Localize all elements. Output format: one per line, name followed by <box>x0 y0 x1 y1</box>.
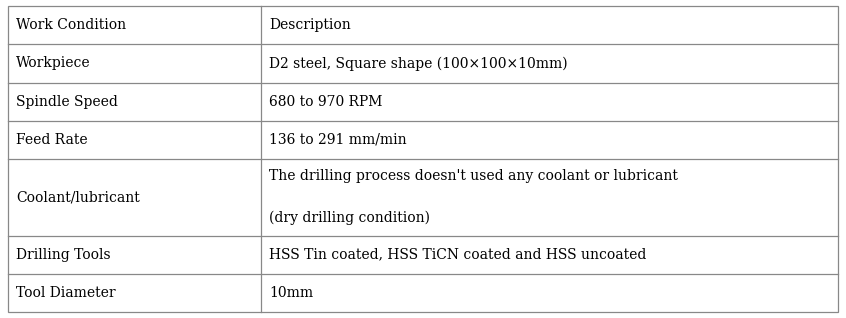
Text: 680 to 970 RPM: 680 to 970 RPM <box>269 95 382 109</box>
Text: Feed Rate: Feed Rate <box>16 133 88 147</box>
Text: 10mm: 10mm <box>269 286 313 300</box>
Text: Drilling Tools: Drilling Tools <box>16 248 111 262</box>
Text: Coolant/lubricant: Coolant/lubricant <box>16 190 140 204</box>
Text: Work Condition: Work Condition <box>16 18 126 32</box>
Text: 136 to 291 mm/min: 136 to 291 mm/min <box>269 133 407 147</box>
Text: HSS Tin coated, HSS TiCN coated and HSS uncoated: HSS Tin coated, HSS TiCN coated and HSS … <box>269 248 646 262</box>
Text: Spindle Speed: Spindle Speed <box>16 95 118 109</box>
Text: Tool Diameter: Tool Diameter <box>16 286 116 300</box>
Text: The drilling process doesn't used any coolant or lubricant

(dry drilling condit: The drilling process doesn't used any co… <box>269 169 678 225</box>
Text: Workpiece: Workpiece <box>16 56 91 70</box>
Text: Description: Description <box>269 18 351 32</box>
Text: D2 steel, Square shape (100×100×10mm): D2 steel, Square shape (100×100×10mm) <box>269 56 568 71</box>
